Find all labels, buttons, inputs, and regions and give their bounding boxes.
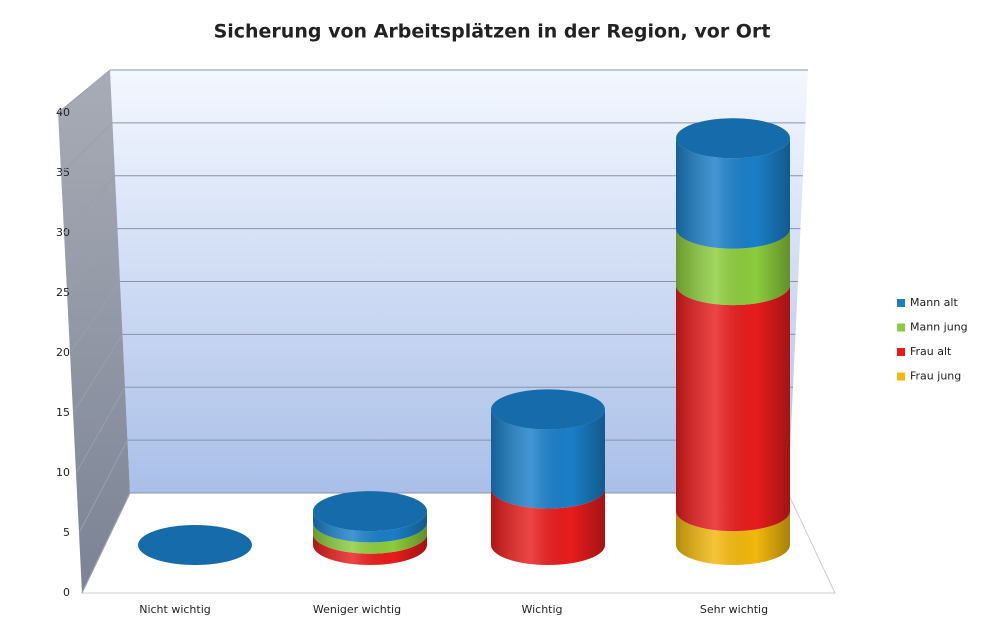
x-tick-label: Sehr wichtig xyxy=(700,603,768,616)
y-tick-label: 20 xyxy=(56,346,70,359)
y-tick-label: 30 xyxy=(56,226,70,239)
shade xyxy=(676,138,790,249)
legend-label: Frau alt xyxy=(910,345,952,358)
cap-shade xyxy=(138,525,252,565)
shade xyxy=(676,511,790,565)
shade xyxy=(491,409,605,509)
shade xyxy=(491,488,605,565)
plot: 0 5 10 15 20 25 30 35 40 Nicht wichtig Weniger wic… xyxy=(56,69,808,616)
shade xyxy=(313,522,427,554)
y-tick-label: 15 xyxy=(56,406,70,419)
y-tick-label: 25 xyxy=(56,286,70,299)
side-grid-line xyxy=(72,334,123,414)
x-tick-label: Nicht wichtig xyxy=(139,603,211,616)
y-tick-label: 35 xyxy=(56,166,70,179)
legend-swatch xyxy=(897,299,905,307)
cap-shade xyxy=(676,118,790,159)
y-tick-label: 5 xyxy=(63,526,70,539)
side-grid-line xyxy=(57,69,111,114)
side-grid-line xyxy=(69,281,121,354)
cap xyxy=(676,118,790,159)
side-grid-line xyxy=(81,492,131,594)
chart-title: Sicherung von Arbeitsplätzen in der Regi… xyxy=(214,21,771,43)
legend-label: Mann jung xyxy=(910,321,968,334)
y-tick-label: 0 xyxy=(63,586,70,599)
side-grid-line xyxy=(66,228,118,294)
x-tick-label: Weniger wichtig xyxy=(313,603,401,616)
y-tick-label: 10 xyxy=(56,466,70,479)
cap xyxy=(491,389,605,430)
legend-label: Mann alt xyxy=(910,296,958,309)
cap-shade xyxy=(313,491,427,532)
side-grid-line xyxy=(60,122,113,174)
legend-label: Frau jung xyxy=(910,370,961,383)
legend-swatch xyxy=(897,348,905,356)
cap xyxy=(138,525,252,565)
side-wall xyxy=(58,70,130,593)
shade xyxy=(676,228,790,306)
shade xyxy=(676,285,790,532)
shade xyxy=(313,533,427,565)
side-grid-line xyxy=(63,175,116,234)
legend-swatch xyxy=(897,323,905,332)
side-grid-line xyxy=(75,387,126,474)
shade xyxy=(313,511,427,543)
cap xyxy=(313,491,427,532)
cap-shade xyxy=(491,389,605,430)
x-tick-label: Wichtig xyxy=(521,603,562,616)
y-tick-label: 40 xyxy=(56,106,70,119)
legend-swatch xyxy=(897,372,905,381)
side-grid-line xyxy=(78,439,128,534)
